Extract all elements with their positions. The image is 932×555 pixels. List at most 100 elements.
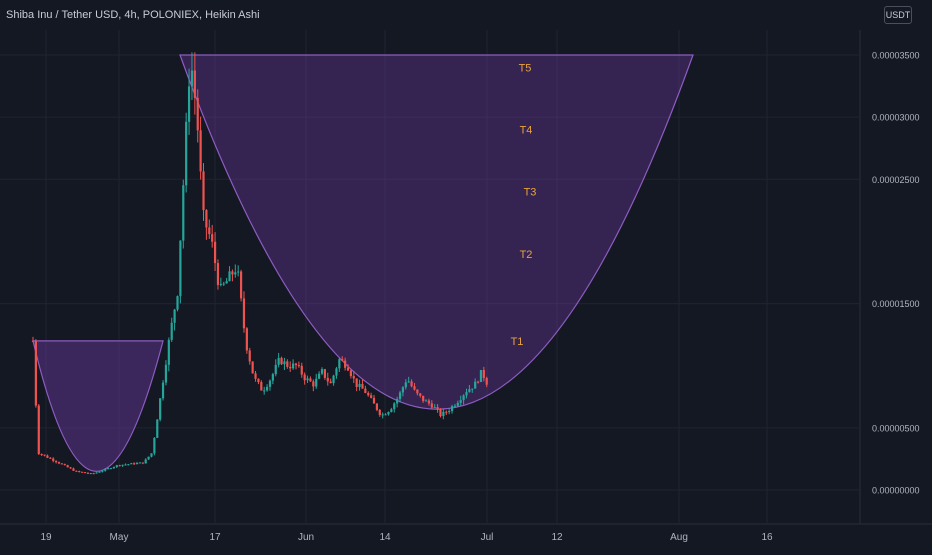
candle-body: [401, 387, 405, 393]
price-tick-label: 0.00003500: [872, 51, 920, 61]
candle-body: [95, 472, 98, 474]
candle-body: [387, 412, 390, 415]
candle-body: [234, 272, 237, 275]
candle-body: [459, 400, 462, 403]
candle-body: [448, 411, 451, 413]
time-tick-label: 14: [379, 532, 391, 543]
candle-body: [424, 400, 428, 402]
candle-body: [476, 381, 480, 383]
time-tick-label: 19: [40, 532, 52, 543]
candle-body: [150, 453, 153, 457]
candle-body: [98, 471, 101, 473]
candle-body: [323, 369, 326, 378]
candle-body: [159, 398, 162, 420]
candle-body: [196, 97, 199, 131]
candle-body: [187, 86, 191, 122]
candle-body: [72, 468, 75, 471]
candle-body: [407, 381, 410, 383]
candle-body: [213, 241, 217, 264]
candle-body: [43, 454, 46, 456]
candle-body: [326, 377, 329, 382]
candle-body: [381, 414, 384, 416]
candle-body: [173, 309, 176, 323]
candle-body: [375, 403, 379, 410]
candle-body: [318, 373, 321, 379]
candle-body: [52, 458, 55, 461]
candle-body: [303, 374, 306, 381]
candle-body: [338, 359, 341, 369]
chart-title: Shiba Inu / Tether USD, 4h, POLONIEX, He…: [6, 9, 260, 21]
candle-body: [332, 375, 335, 384]
candle-body: [190, 70, 194, 87]
candle-body: [277, 357, 280, 365]
candle-body: [31, 340, 35, 342]
candle-body: [254, 373, 257, 379]
candle-body: [312, 381, 315, 387]
candle-body: [34, 340, 37, 406]
candle-body: [268, 380, 272, 387]
candle-body: [216, 263, 220, 285]
candle-body: [436, 407, 439, 410]
candle-body: [367, 392, 370, 396]
candle-body: [384, 414, 387, 416]
cup-pattern: [179, 54, 694, 410]
price-tick-label: 0.00002500: [872, 175, 920, 185]
candle-body: [37, 405, 40, 454]
candle-body: [344, 360, 347, 368]
candle-body: [427, 400, 431, 404]
candle-body: [124, 464, 127, 466]
candle-body: [89, 473, 92, 475]
candle-body: [462, 395, 465, 401]
candle-body: [398, 392, 402, 399]
candle-body: [101, 470, 104, 472]
candle-body: [138, 462, 142, 464]
time-tick-label: 17: [209, 532, 221, 543]
candle-body: [442, 411, 445, 417]
candle-body: [396, 398, 399, 404]
currency-button[interactable]: USDT: [884, 6, 912, 24]
target-label: T1: [511, 336, 524, 348]
time-tick-label: 12: [551, 532, 563, 543]
candle-body: [274, 364, 277, 375]
candle-body: [237, 271, 240, 273]
candle-body: [416, 389, 419, 394]
candle-body: [231, 271, 234, 275]
candle-body: [341, 359, 344, 361]
candle-body: [283, 361, 286, 365]
candle-body: [430, 403, 433, 408]
candle-body: [453, 405, 457, 407]
candle-body: [118, 465, 121, 467]
candle-body: [107, 468, 110, 470]
candle-body: [144, 459, 147, 464]
candle-body: [315, 378, 318, 387]
candle-body: [485, 378, 488, 385]
candle-body: [474, 381, 477, 389]
candle-body: [75, 470, 78, 472]
candle-body: [199, 130, 202, 172]
candle-body: [364, 388, 367, 393]
time-tick-label: Aug: [670, 532, 688, 543]
candle-body: [40, 453, 43, 455]
candle-body: [465, 392, 468, 396]
candle-body: [456, 402, 459, 406]
candle-body: [121, 464, 124, 466]
candle-body: [193, 70, 196, 98]
target-label: T4: [520, 125, 533, 137]
candle-body: [127, 464, 130, 466]
candle-body: [358, 383, 361, 387]
candle-body: [83, 472, 87, 474]
candle-body: [355, 378, 358, 387]
candle-body: [205, 210, 208, 228]
candle-body: [361, 383, 364, 389]
candle-body: [164, 364, 168, 383]
candle-body: [292, 363, 295, 369]
candle-body: [433, 407, 436, 409]
candle-body: [92, 473, 95, 475]
candle-body: [352, 376, 355, 379]
candle-body: [222, 283, 225, 285]
candle-body: [306, 378, 309, 381]
candle-body: [242, 298, 246, 329]
candle-body: [182, 185, 185, 241]
